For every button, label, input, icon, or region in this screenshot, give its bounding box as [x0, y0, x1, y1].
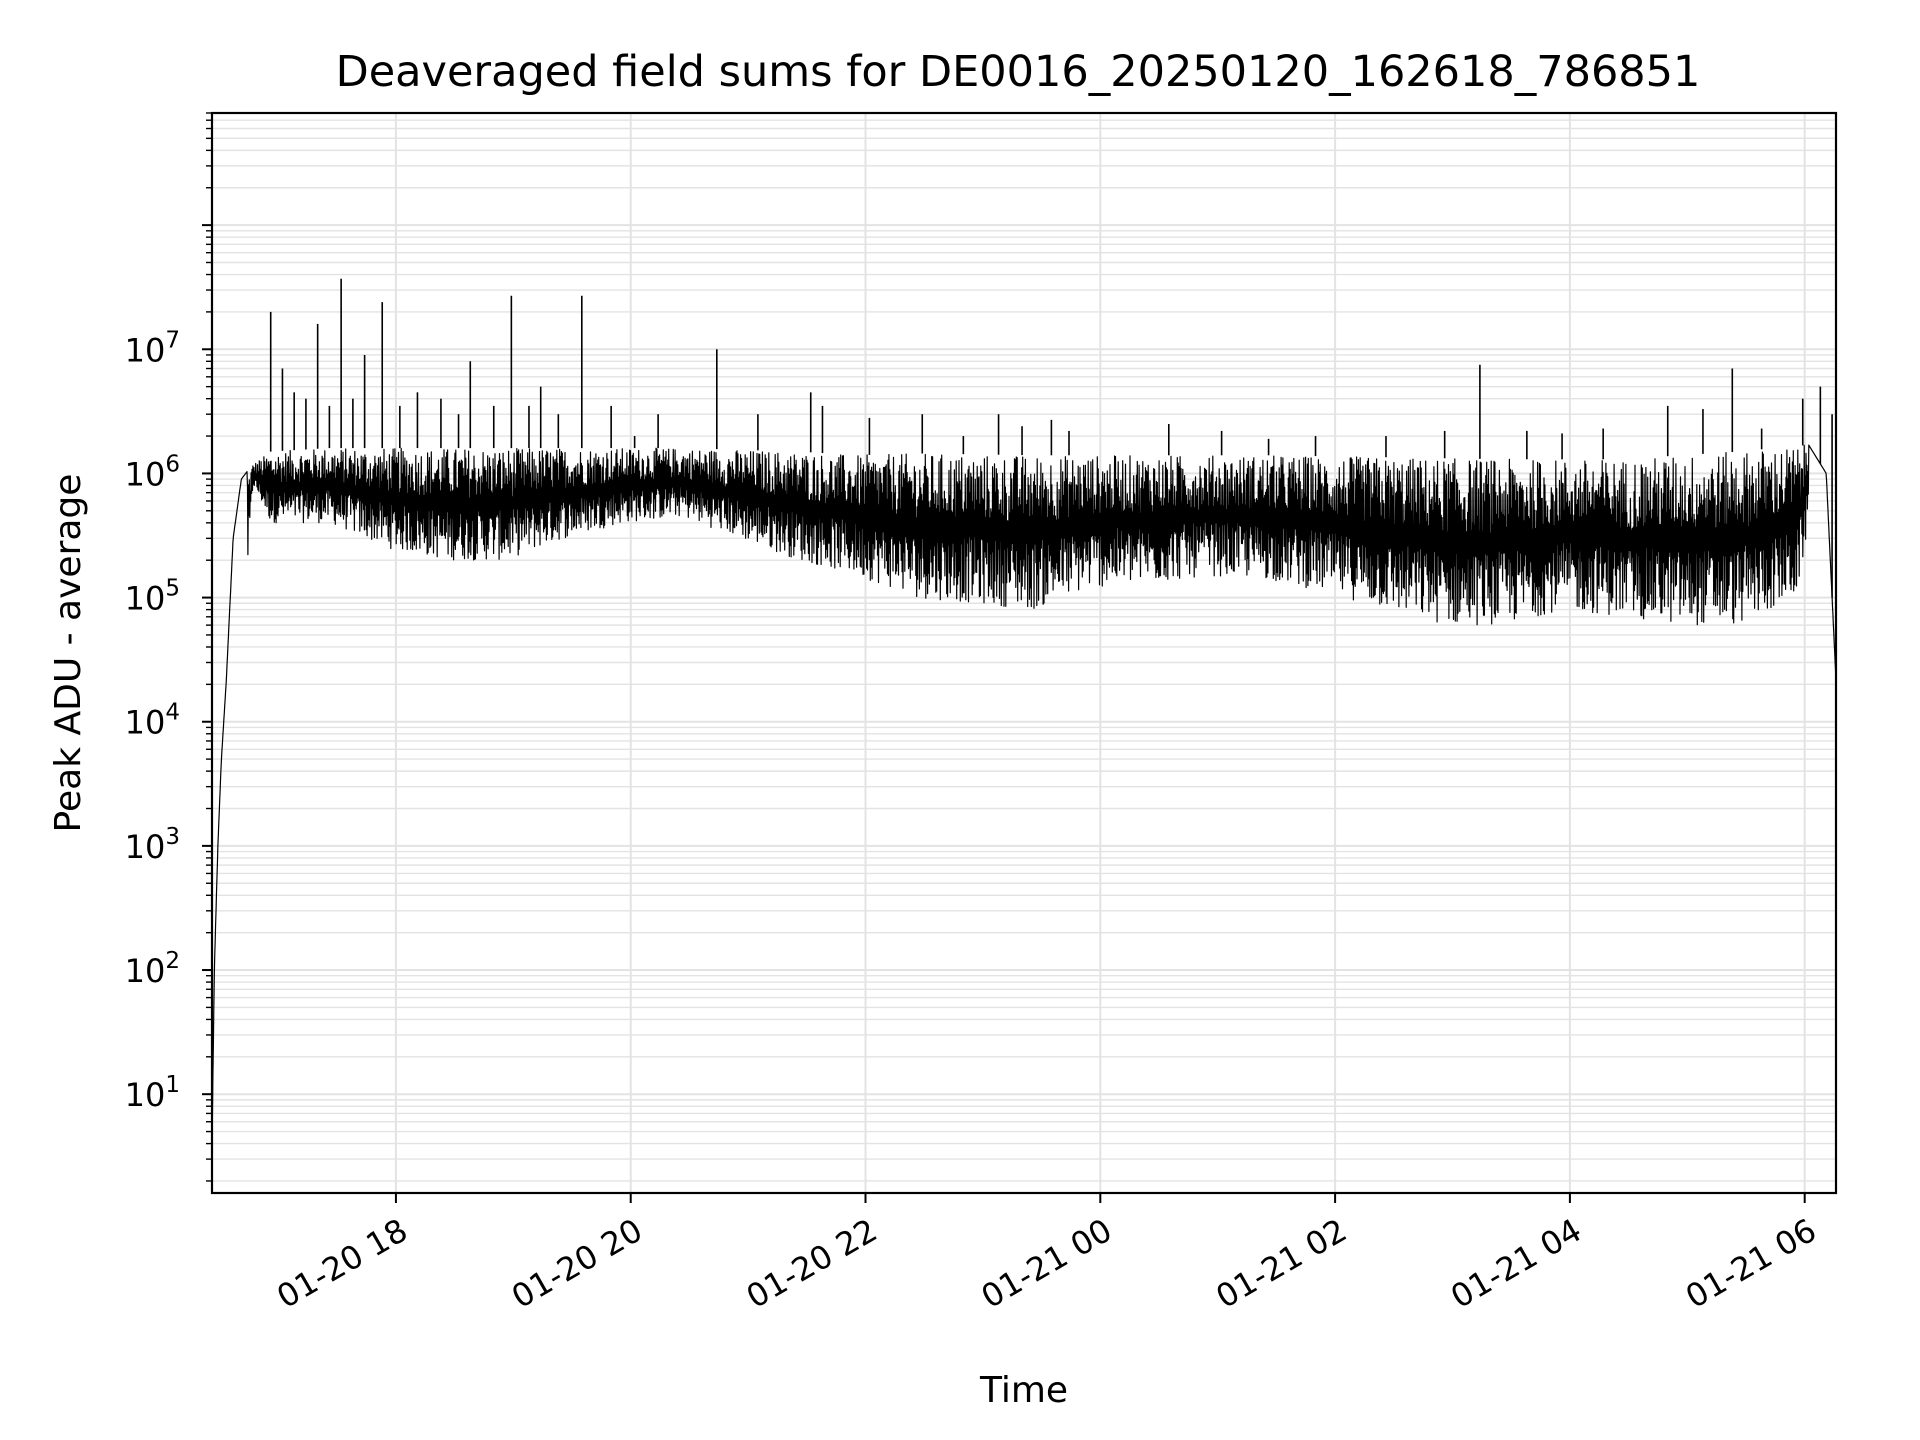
y-tick-label: 106 [125, 451, 180, 493]
y-axis: 101 102 103 104 105 106 107 [125, 112, 212, 1182]
y-tick-label: 105 [125, 576, 180, 618]
y-tick-label: 103 [125, 824, 180, 866]
y-tick-label: 104 [125, 700, 180, 742]
y-tick-label: 101 [125, 1072, 180, 1114]
y-tick-label: 107 [125, 327, 180, 369]
chart-title: Deaveraged field sums for DE0016_2025012… [336, 47, 1701, 97]
y-axis-label: Peak ADU - average [48, 474, 89, 833]
series-line [212, 444, 1836, 1144]
series-group [212, 278, 1836, 1144]
plot-frame [210, 111, 1838, 1195]
x-axis-label: Time [979, 1370, 1068, 1411]
y-tick-label: 102 [125, 948, 180, 990]
grid-lines [212, 112, 1836, 1193]
